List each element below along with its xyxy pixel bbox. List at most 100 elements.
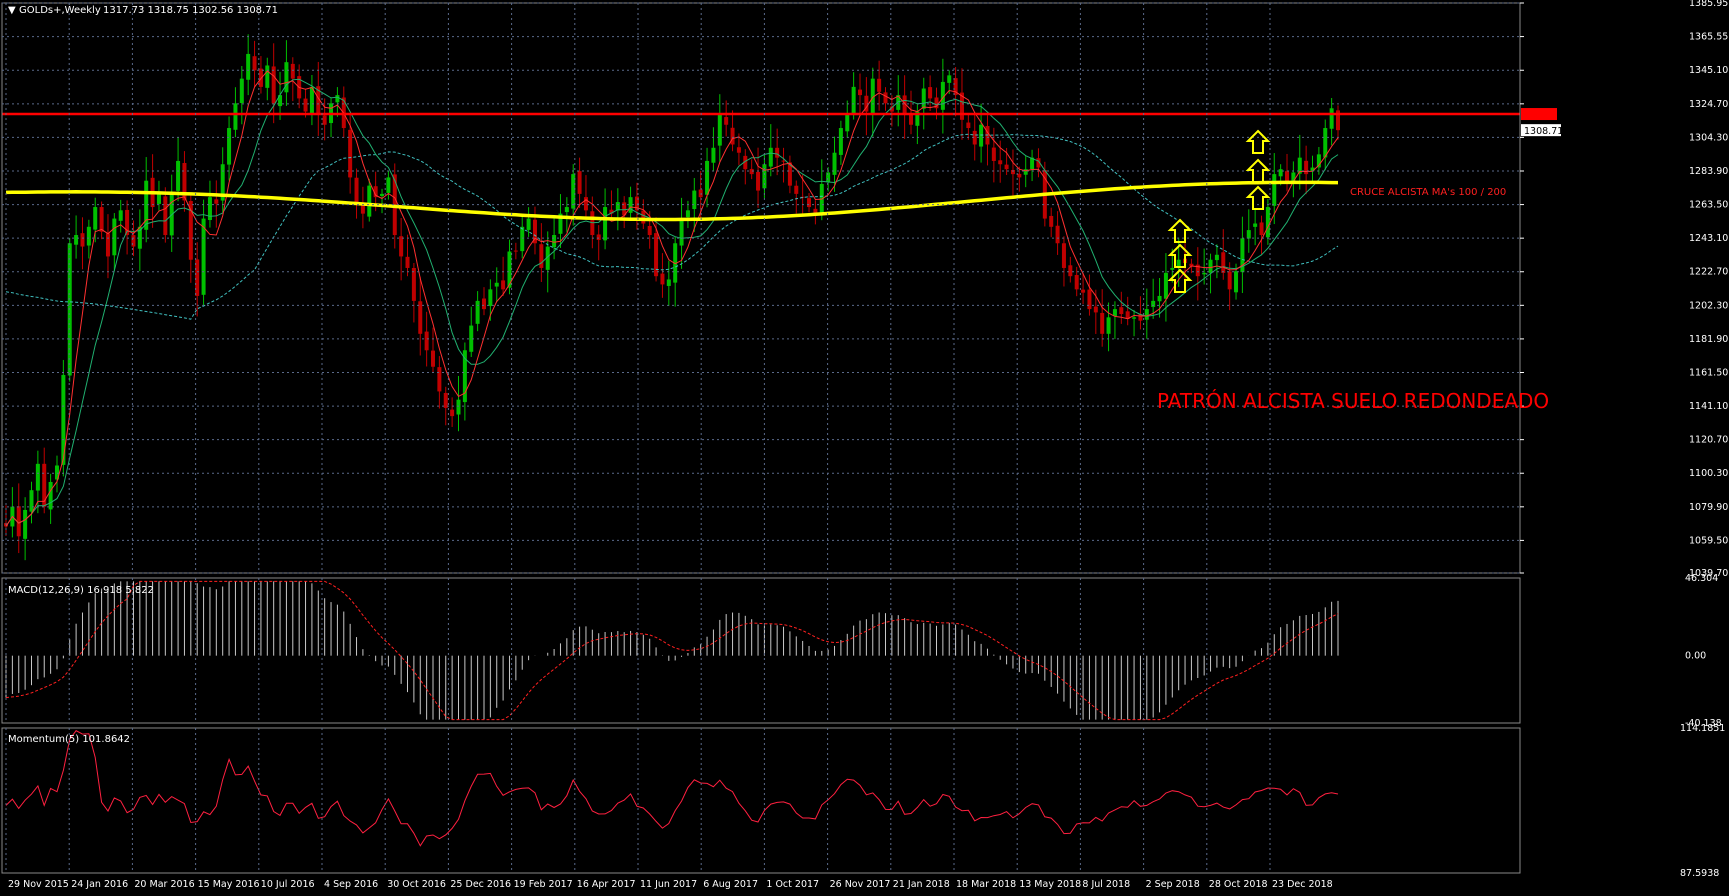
- candle-body[interactable]: [125, 209, 130, 236]
- candle-body[interactable]: [112, 218, 117, 256]
- candle-body[interactable]: [1297, 157, 1302, 174]
- candle-body[interactable]: [1265, 207, 1270, 238]
- candle-body[interactable]: [1285, 171, 1290, 185]
- candle-body[interactable]: [1061, 243, 1066, 268]
- candle-body[interactable]: [201, 218, 206, 295]
- candle-body[interactable]: [1234, 271, 1239, 293]
- candle-body[interactable]: [1119, 307, 1124, 315]
- candle-body[interactable]: [826, 172, 831, 183]
- candle-body[interactable]: [928, 87, 933, 99]
- candle-body[interactable]: [832, 152, 837, 175]
- candle-body[interactable]: [1100, 312, 1105, 334]
- candle-body[interactable]: [456, 399, 461, 415]
- candle-body[interactable]: [1132, 317, 1137, 319]
- candle-body[interactable]: [450, 409, 455, 417]
- candle-body[interactable]: [316, 86, 321, 115]
- candle-body[interactable]: [877, 78, 882, 92]
- candle-body[interactable]: [386, 177, 391, 193]
- candle-body[interactable]: [118, 210, 123, 221]
- candle-body[interactable]: [1323, 128, 1328, 158]
- candle-body[interactable]: [756, 171, 761, 191]
- candle-body[interactable]: [373, 186, 378, 198]
- candle-body[interactable]: [558, 213, 563, 234]
- candle-body[interactable]: [660, 273, 665, 285]
- candle-body[interactable]: [16, 506, 21, 537]
- momentum-pane[interactable]: [5, 730, 1339, 847]
- candle-body[interactable]: [979, 124, 984, 147]
- candle-body[interactable]: [1157, 295, 1162, 302]
- candle-body[interactable]: [1055, 225, 1060, 244]
- candle-body[interactable]: [564, 207, 569, 213]
- candle-body[interactable]: [1329, 108, 1334, 129]
- candle-body[interactable]: [673, 243, 678, 283]
- candle-body[interactable]: [934, 97, 939, 109]
- candle-body[interactable]: [437, 367, 442, 392]
- candle-body[interactable]: [628, 197, 633, 213]
- candle-body[interactable]: [583, 197, 588, 211]
- candle-body[interactable]: [284, 62, 289, 93]
- candle-body[interactable]: [526, 218, 531, 230]
- candle-body[interactable]: [1310, 167, 1315, 172]
- candle-body[interactable]: [787, 162, 792, 186]
- candle-body[interactable]: [74, 235, 79, 245]
- candle-body[interactable]: [309, 86, 314, 114]
- candle-body[interactable]: [239, 78, 244, 104]
- candle-body[interactable]: [947, 75, 952, 83]
- candle-body[interactable]: [54, 465, 59, 480]
- candle-body[interactable]: [641, 210, 646, 224]
- candle-body[interactable]: [539, 244, 544, 268]
- candle-body[interactable]: [845, 114, 850, 132]
- candle-body[interactable]: [1202, 272, 1207, 275]
- candle-body[interactable]: [998, 160, 1003, 165]
- candle-body[interactable]: [940, 81, 945, 110]
- candle-body[interactable]: [252, 56, 257, 71]
- candle-body[interactable]: [469, 325, 474, 352]
- candle-body[interactable]: [80, 233, 85, 247]
- candle-body[interactable]: [794, 185, 799, 194]
- candle-body[interactable]: [99, 207, 104, 232]
- candle-body[interactable]: [1259, 222, 1264, 236]
- candle-body[interactable]: [692, 190, 697, 210]
- dropdown-triangle-icon[interactable]: ▼: [8, 5, 16, 16]
- candle-body[interactable]: [405, 256, 410, 268]
- candle-body[interactable]: [214, 199, 219, 204]
- candle-body[interactable]: [86, 226, 91, 246]
- candle-body[interactable]: [1017, 173, 1022, 178]
- candle-body[interactable]: [1068, 265, 1073, 277]
- candle-body[interactable]: [1304, 160, 1309, 175]
- candle-body[interactable]: [360, 204, 365, 214]
- candle-body[interactable]: [775, 147, 780, 158]
- candle-body[interactable]: [858, 89, 863, 96]
- candle-body[interactable]: [1316, 154, 1321, 168]
- candle-body[interactable]: [513, 250, 518, 252]
- candle-body[interactable]: [399, 236, 404, 257]
- candle-body[interactable]: [1221, 252, 1226, 273]
- candle-body[interactable]: [1278, 169, 1283, 177]
- candle-body[interactable]: [42, 463, 47, 507]
- candle-body[interactable]: [1208, 259, 1213, 273]
- candle-body[interactable]: [921, 88, 926, 109]
- candle-body[interactable]: [322, 115, 327, 125]
- candle-body[interactable]: [1176, 259, 1181, 268]
- candle-body[interactable]: [1240, 238, 1245, 273]
- candle-body[interactable]: [698, 189, 703, 198]
- candle-body[interactable]: [1144, 309, 1149, 320]
- candle-body[interactable]: [768, 147, 773, 167]
- candle-body[interactable]: [1036, 158, 1041, 168]
- candle-body[interactable]: [864, 95, 869, 112]
- candle-body[interactable]: [1030, 157, 1035, 169]
- candle-body[interactable]: [654, 233, 659, 277]
- candle-body[interactable]: [571, 174, 576, 209]
- candle-body[interactable]: [1253, 223, 1258, 227]
- candle-body[interactable]: [462, 350, 467, 403]
- candle-body[interactable]: [1049, 215, 1054, 227]
- candle-body[interactable]: [188, 200, 193, 260]
- candle-body[interactable]: [1125, 311, 1130, 319]
- candle-body[interactable]: [195, 259, 200, 296]
- candle-body[interactable]: [501, 280, 506, 290]
- candle-body[interactable]: [1023, 169, 1028, 175]
- candle-body[interactable]: [902, 95, 907, 115]
- candle-body[interactable]: [1151, 300, 1156, 307]
- candle-body[interactable]: [813, 208, 818, 214]
- candle-body[interactable]: [380, 193, 385, 196]
